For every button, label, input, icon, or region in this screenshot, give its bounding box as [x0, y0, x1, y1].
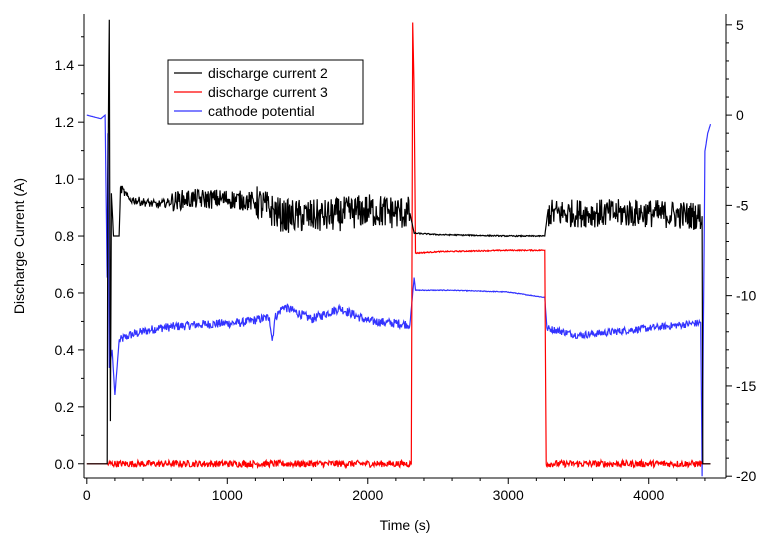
- legend: discharge current 2 discharge current 3 ca…: [167, 59, 364, 125]
- series-line-2: [86, 22, 711, 470]
- x-tick-label: 4000: [633, 487, 664, 503]
- x-axis-title: Time (s): [380, 517, 431, 533]
- y2-tick-label: -20: [736, 468, 756, 484]
- axes: 0 1000 2000 3000 4000 0.0 0.2 0.4 0.6 0.8 1.0 1.2 1.…: [55, 14, 756, 503]
- x-tick-label: 2000: [352, 487, 383, 503]
- y2-tick-label: -10: [736, 288, 756, 304]
- y-tick-label: 0.2: [55, 399, 75, 415]
- y-tick-label: 0.0: [55, 456, 75, 472]
- y-tick-label: 0.8: [55, 228, 75, 244]
- y2-tick-label: 0: [736, 107, 744, 123]
- series-line-3: [86, 113, 712, 477]
- y-tick-label: 1.2: [55, 114, 75, 130]
- y-tick-label: 1.0: [55, 171, 75, 187]
- y-axis-title: Discharge Current (A): [11, 178, 27, 314]
- legend-label: discharge current 2: [208, 65, 328, 81]
- series-line-1: [86, 19, 711, 465]
- y2-tick-label: -15: [736, 378, 756, 394]
- legend-label: cathode potential: [208, 103, 315, 119]
- y-tick-label: 0.6: [55, 285, 75, 301]
- plot-area: [86, 19, 712, 477]
- y2-tick-label: -5: [736, 197, 749, 213]
- x-tick-label: 3000: [493, 487, 524, 503]
- y-tick-label: 1.4: [55, 57, 75, 73]
- legend-label: discharge current 3: [208, 84, 328, 100]
- x-tick-label: 1000: [212, 487, 243, 503]
- x-tick-label: 0: [83, 487, 91, 503]
- y2-tick-label: 5: [736, 17, 744, 33]
- y-tick-label: 0.4: [55, 342, 75, 358]
